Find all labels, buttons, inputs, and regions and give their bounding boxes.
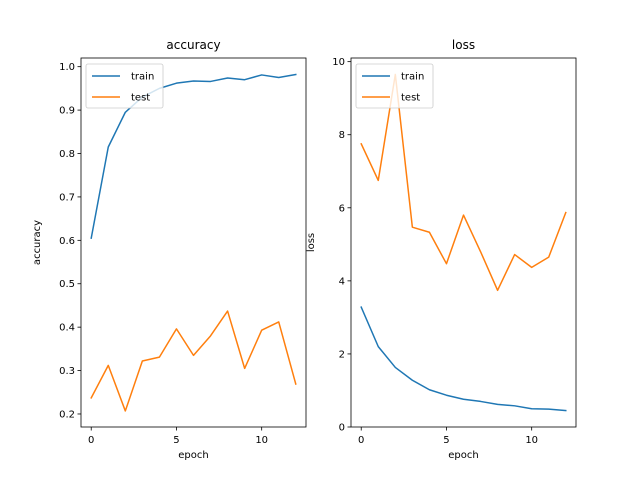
y-tick-label: 0.8 <box>59 149 75 160</box>
y-tick-label: 0.5 <box>59 279 75 290</box>
legend-label-test: test <box>401 93 420 104</box>
y-tick-label: 0.4 <box>59 323 75 334</box>
y-tick-label: 0.6 <box>59 236 75 247</box>
x-tick-label: 5 <box>443 435 449 446</box>
axes-frame <box>350 57 577 428</box>
x-tick-label: 5 <box>173 435 179 446</box>
y-tick-label: 0.3 <box>59 366 75 377</box>
chart-title: loss <box>452 38 475 52</box>
y-tick-label: 0.9 <box>59 106 75 117</box>
y-tick-label: 6 <box>339 203 345 214</box>
axes-frame <box>80 57 307 428</box>
x-axis-label: epoch <box>178 450 208 461</box>
legend-label-test: test <box>131 93 150 104</box>
legend: train test <box>355 63 434 109</box>
y-tick-label: 8 <box>339 130 345 141</box>
y-tick-label: 0.2 <box>59 409 75 420</box>
y-tick-label: 10 <box>332 57 345 68</box>
legend: train test <box>85 63 164 109</box>
x-tick-label: 0 <box>358 435 364 446</box>
series-line-train <box>360 306 567 412</box>
y-tick-label: 0 <box>339 423 345 434</box>
series-line-test <box>90 310 297 412</box>
accuracy-chart: 0 5 10 0.2 0.3 0.4 0.5 0.6 0.7 0.8 0.9 1.0 accuracy e… <box>32 38 307 461</box>
legend-label-train: train <box>401 72 424 83</box>
legend-label-train: train <box>131 72 154 83</box>
x-axis-label: epoch <box>448 450 478 461</box>
series-line-train <box>90 73 297 240</box>
y-tick-label: 0.7 <box>59 192 75 203</box>
y-tick-label: 2 <box>339 349 345 360</box>
y-axis-label: accuracy <box>32 220 43 265</box>
x-tick-label: 10 <box>255 435 268 446</box>
y-tick-label: 1.0 <box>59 62 75 73</box>
chart-title: accuracy <box>166 38 220 52</box>
x-tick-label: 0 <box>88 435 94 446</box>
x-tick-label: 10 <box>525 435 538 446</box>
y-tick-label: 4 <box>339 276 345 287</box>
y-axis-label: loss <box>306 233 317 252</box>
loss-chart: 0 5 10 0 2 4 6 8 10 loss epoch loss train test <box>306 38 577 461</box>
